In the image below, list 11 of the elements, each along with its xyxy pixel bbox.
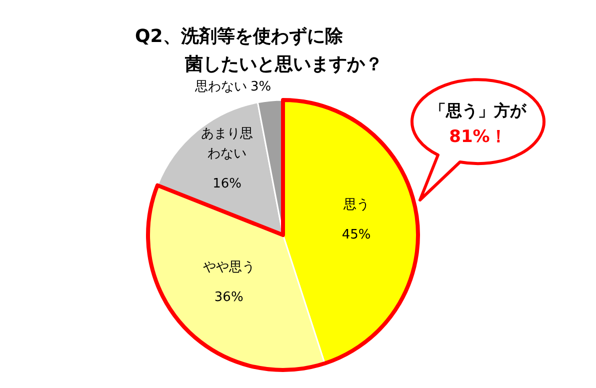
- slice-label: 思わない: [194, 80, 248, 95]
- chart-title: Q2、洗剤等を使わずに除菌したいと思いますか？: [135, 26, 383, 75]
- data-label: 16%: [212, 176, 242, 192]
- text: 81%！: [449, 127, 507, 147]
- data-label: 36%: [214, 290, 244, 305]
- slice-label: 思う: [342, 197, 370, 212]
- slice-label: あまり思わない: [201, 126, 254, 162]
- data-label: 45%: [342, 227, 371, 242]
- data-label: 3%: [250, 80, 272, 95]
- text: 「思う」方が: [430, 101, 527, 120]
- slice-label: やや思う: [202, 260, 255, 275]
